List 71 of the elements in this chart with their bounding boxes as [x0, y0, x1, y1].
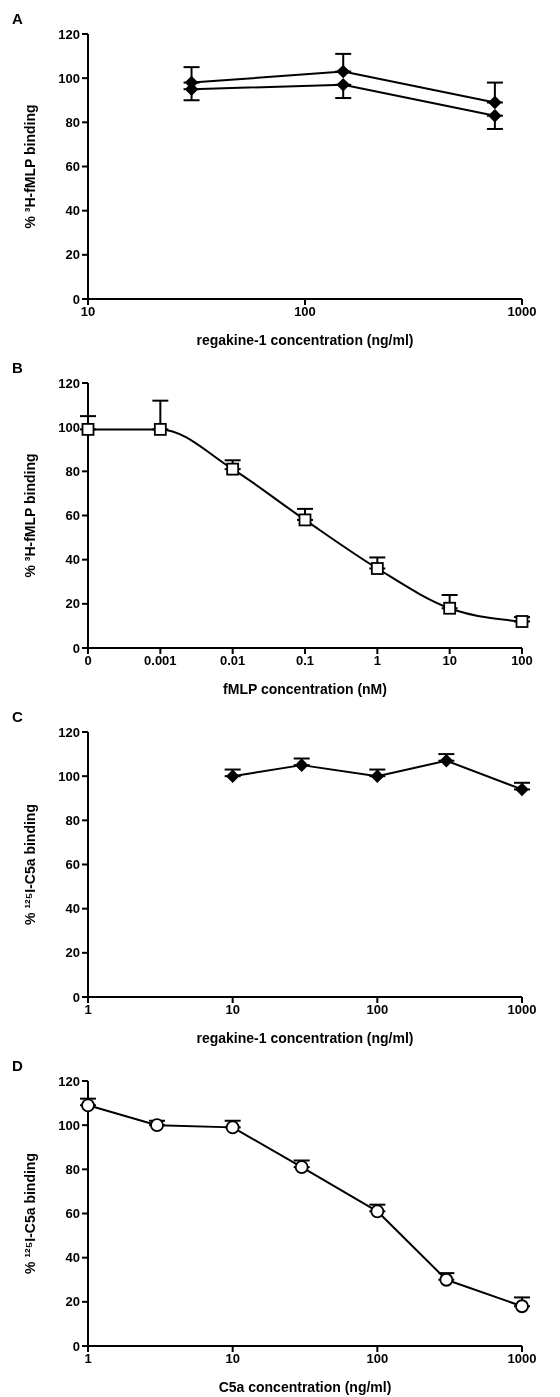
y-tick-label: 120 — [58, 375, 80, 391]
y-tick-label: 40 — [65, 901, 80, 917]
x-tick-label: 0.001 — [144, 653, 177, 669]
x-tick-label: 100 — [366, 1351, 389, 1367]
y-tick-label: 20 — [65, 945, 80, 961]
y-tick-label: 100 — [58, 419, 80, 435]
y-axis-title: % ³H-fMLP binding — [21, 104, 38, 229]
point — [336, 78, 350, 92]
x-tick-label: 100 — [294, 304, 316, 320]
x-tick-label: 10 — [442, 653, 457, 669]
x-tick-label: 0.1 — [295, 653, 315, 669]
y-axis-title: % ¹²⁵I-C5a binding — [21, 804, 38, 925]
point — [81, 422, 95, 436]
y-tick-label: 80 — [65, 463, 80, 479]
y-tick-label: 60 — [65, 159, 80, 175]
x-tick-label: 0.01 — [220, 653, 246, 669]
y-axis-title: % ¹²⁵I-C5a binding — [21, 1153, 38, 1274]
x-tick-label: 1 — [84, 1002, 92, 1018]
y-tick-label: 0 — [72, 640, 80, 656]
chart-title: A — [12, 10, 23, 27]
point — [515, 615, 529, 628]
point — [488, 109, 502, 123]
y-tick-label: 120 — [58, 1073, 80, 1089]
x-tick-label: 10 — [80, 304, 96, 320]
y-tick-label: 100 — [58, 1117, 80, 1133]
x-tick-label: 10 — [225, 1002, 240, 1018]
y-tick-label: 40 — [65, 203, 80, 219]
y-axis-title: % ³H-fMLP binding — [21, 453, 38, 578]
x-axis-title: regakine-1 concentration (ng/ml) — [196, 1030, 414, 1046]
y-tick-label: 0 — [72, 291, 80, 307]
x-axis-title: regakine-1 concentration (ng/ml) — [196, 332, 414, 348]
y-tick-label: 100 — [58, 768, 80, 784]
y-tick-label: 20 — [65, 1294, 80, 1310]
y-tick-label: 0 — [72, 1338, 80, 1354]
point — [370, 769, 384, 783]
y-tick-label: 80 — [65, 812, 80, 828]
point — [488, 96, 502, 109]
x-axis-title: fMLP concentration (nM) — [223, 681, 387, 697]
x-tick-label: 100 — [366, 1002, 389, 1018]
point — [153, 422, 167, 436]
y-tick-label: 20 — [65, 596, 80, 612]
x-tick-label: 10 — [225, 1351, 240, 1367]
y-tick-label: 80 — [65, 1161, 80, 1177]
x-tick-label: 100 — [511, 653, 533, 669]
y-tick-label: 20 — [65, 247, 80, 263]
y-tick-label: 100 — [58, 70, 80, 86]
chart-title: C — [12, 708, 23, 725]
point — [226, 769, 240, 783]
point — [443, 601, 457, 615]
chart-title: D — [12, 1057, 23, 1074]
x-tick-label: 1000 — [507, 304, 537, 320]
point — [226, 462, 240, 476]
point — [370, 562, 384, 575]
y-tick-label: 40 — [65, 552, 80, 568]
point — [336, 65, 350, 78]
y-tick-label: 60 — [65, 1206, 80, 1222]
y-tick-label: 60 — [65, 508, 80, 524]
x-tick-label: 1 — [84, 1351, 92, 1367]
y-tick-label: 120 — [58, 724, 80, 740]
y-tick-label: 0 — [72, 989, 80, 1005]
x-tick-label: 1 — [373, 653, 381, 669]
y-tick-label: 60 — [65, 857, 80, 873]
y-tick-label: 40 — [65, 1250, 80, 1266]
y-tick-label: 120 — [58, 26, 80, 42]
y-tick-label: 80 — [65, 114, 80, 130]
chart-title: B — [12, 359, 23, 376]
x-tick-label: 1000 — [507, 1002, 537, 1018]
point — [515, 783, 529, 796]
x-tick-label: 1000 — [507, 1351, 537, 1367]
x-axis-title: C5a concentration (ng/ml) — [218, 1379, 392, 1395]
x-tick-label: 0 — [84, 653, 92, 669]
